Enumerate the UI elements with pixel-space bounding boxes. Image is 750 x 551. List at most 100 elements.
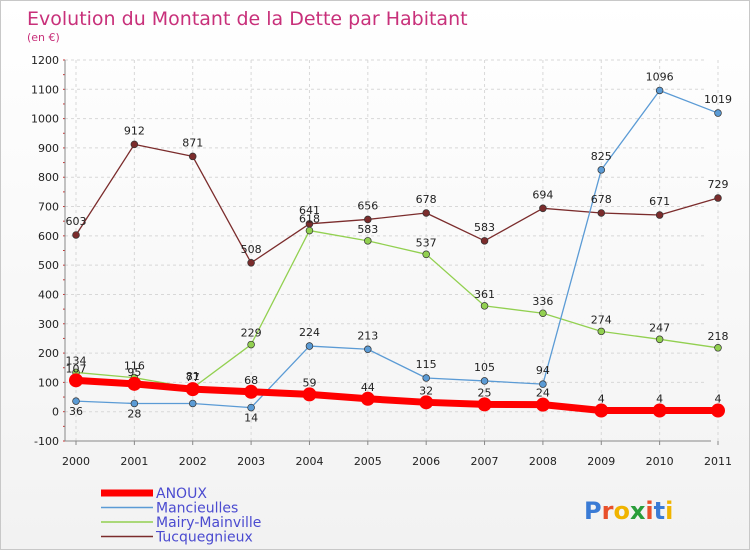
data-label: 274: [591, 313, 612, 326]
data-label: 32: [419, 384, 433, 397]
data-point: [360, 391, 375, 406]
data-point: [69, 373, 83, 388]
data-label: 4: [656, 393, 663, 406]
data-point: [188, 399, 197, 408]
data-point: [597, 209, 606, 217]
x-tick-label: 2001: [120, 455, 148, 468]
grid: [65, 59, 719, 442]
data-label: 912: [124, 124, 145, 137]
y-tick-label: 1200: [31, 54, 59, 67]
data-point: [72, 231, 80, 239]
data-point: [188, 152, 197, 161]
data-label: 583: [474, 221, 495, 234]
x-tick-label: 2003: [237, 455, 265, 468]
data-label: 116: [124, 360, 145, 373]
y-tick-label: 600: [38, 230, 59, 243]
data-point: [247, 340, 255, 349]
data-point: [480, 377, 489, 385]
series-line-tucquegnieux: [75, 143, 719, 264]
data-label: 59: [302, 376, 316, 389]
y-tick-label: 1100: [31, 83, 59, 96]
data-label: 68: [244, 374, 258, 387]
data-label: 107: [66, 362, 87, 375]
data-point: [480, 237, 489, 245]
data-label: 115: [416, 358, 437, 371]
logo-letter: P: [584, 497, 602, 525]
y-tick-label: 1000: [31, 113, 59, 126]
data-point: [247, 259, 255, 267]
data-label: 105: [474, 361, 495, 374]
y-tick-label: 300: [38, 318, 59, 331]
data-point: [422, 209, 430, 217]
data-label: 44: [361, 381, 375, 394]
data-point: [302, 387, 317, 402]
data-label: 213: [357, 329, 378, 342]
data-label: 583: [357, 223, 378, 236]
data-point: [185, 382, 200, 397]
x-tick-label: 2007: [471, 455, 499, 468]
data-point: [364, 237, 372, 245]
y-tick-label: 100: [38, 376, 59, 389]
data-label: 671: [649, 195, 670, 208]
legend-label: Tucquegnieux: [155, 530, 253, 546]
data-point: [539, 380, 547, 388]
x-tick-label: 2006: [412, 455, 440, 468]
data-label: 656: [357, 199, 378, 212]
data-point: [72, 397, 80, 405]
data-label: 537: [416, 236, 437, 249]
logo-letter: i: [665, 497, 673, 525]
logo-letter: i: [645, 497, 653, 525]
logo-letter: r: [602, 497, 614, 525]
data-label: 641: [299, 204, 320, 217]
data-label: 1019: [704, 93, 732, 106]
x-tick-label: 2005: [354, 455, 382, 468]
data-point: [130, 399, 139, 408]
data-label: 36: [69, 405, 83, 418]
data-label: 14: [244, 412, 258, 425]
y-tick-label: 800: [38, 171, 59, 184]
data-label: 871: [182, 136, 203, 149]
data-label: 24: [536, 387, 550, 400]
data-point: [714, 109, 722, 117]
data-point: [130, 140, 139, 149]
x-tick-label: 2011: [704, 455, 732, 468]
data-point: [305, 226, 314, 235]
data-label: 25: [478, 386, 492, 399]
data-label: 94: [536, 364, 550, 377]
data-label: 224: [299, 326, 320, 339]
data-label: 229: [241, 327, 262, 340]
series-line-mancieulles: [75, 89, 719, 409]
data-point: [597, 166, 606, 174]
data-point: [480, 302, 489, 310]
x-tick-label: 2010: [646, 455, 674, 468]
data-point: [127, 376, 142, 391]
data-point: [714, 194, 722, 202]
y-tick-label: 900: [38, 142, 59, 155]
data-label: 336: [532, 295, 553, 308]
data-label: 4: [598, 393, 605, 406]
data-point: [655, 211, 664, 219]
logo-letter: t: [654, 497, 665, 525]
x-tick-label: 2002: [179, 455, 207, 468]
data-label: 678: [416, 193, 437, 206]
logo-letter: x: [630, 497, 646, 525]
data-label: 618: [299, 213, 320, 226]
data-point: [422, 250, 430, 259]
data-point: [652, 403, 667, 418]
axes: -100 0 100 200 300 400 500 600 700 800 900 1000 1100…: [31, 54, 732, 468]
data-label: 825: [591, 150, 612, 163]
data-point: [597, 327, 606, 336]
data-label: 361: [474, 288, 495, 301]
data-point: [539, 309, 547, 317]
data-label: 508: [241, 243, 262, 256]
data-point: [244, 384, 259, 399]
data-label: 77: [186, 371, 200, 384]
x-tick-label: 2008: [529, 455, 557, 468]
data-point: [419, 395, 434, 410]
series-line-anoux: [72, 376, 722, 415]
data-point: [247, 403, 255, 412]
data-label: 218: [708, 330, 729, 343]
